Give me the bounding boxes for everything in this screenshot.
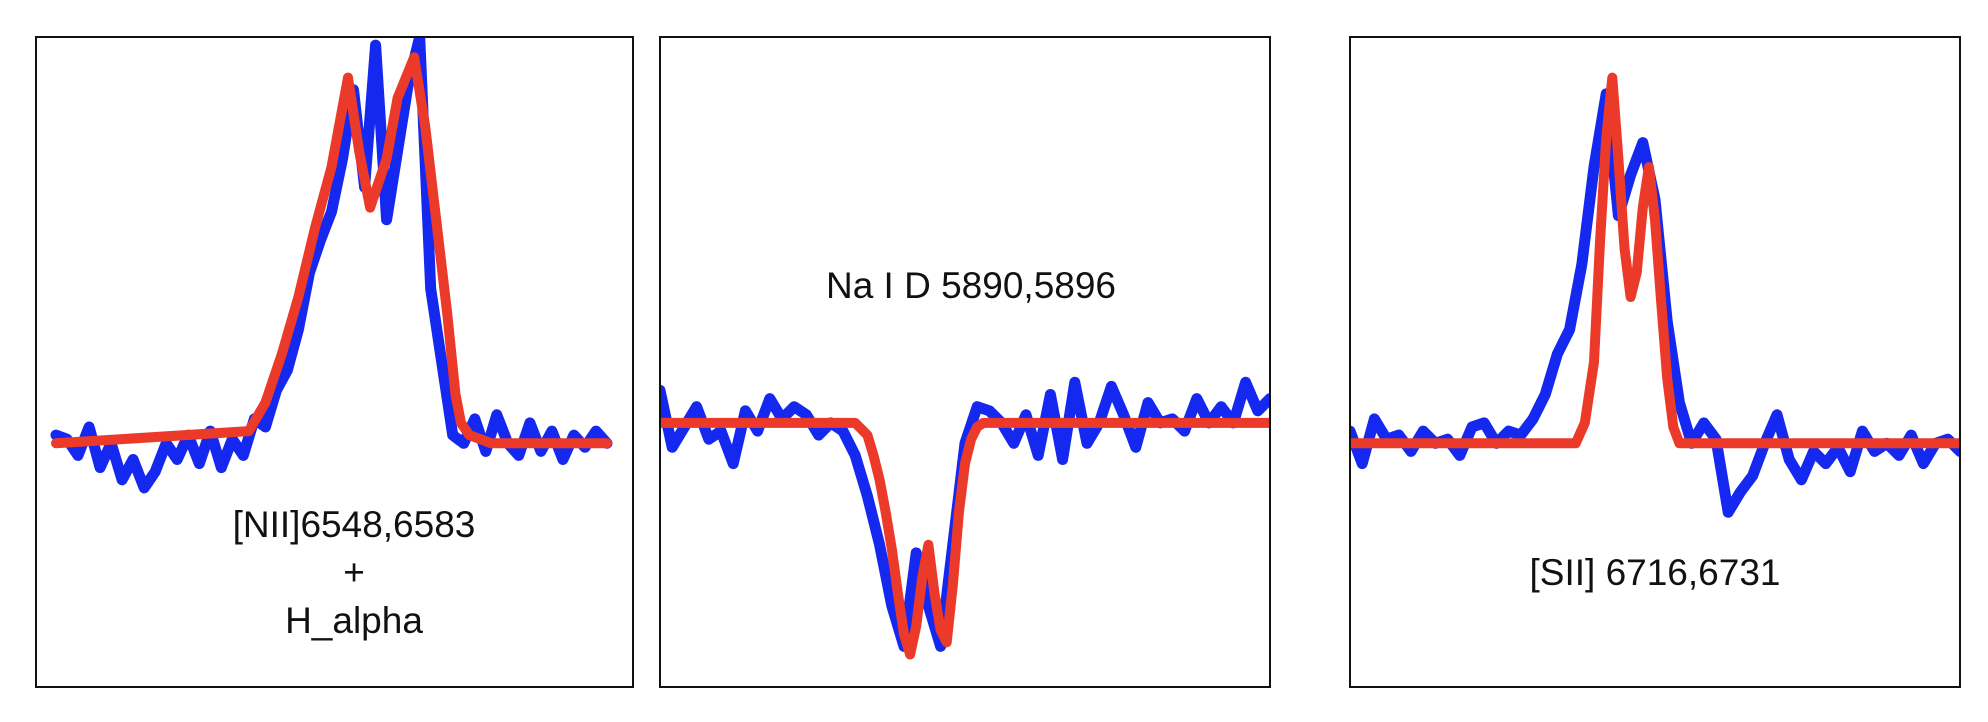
panel-label-1-line-3: H_alpha: [285, 600, 423, 641]
spectrum-panel-1: [NII]6548,6583 + H_alpha: [35, 36, 634, 688]
panel-label-1-line-2: +: [343, 552, 365, 593]
panel-frame-3: [1349, 36, 1961, 688]
spectrum-lines-1: [50, 37, 613, 494]
model-fit-line-2: [660, 417, 1270, 660]
panel-frame-1: [35, 36, 634, 688]
panel-label-2-line-1: Na I D 5890,5896: [826, 265, 1116, 306]
spectrum-lines-2: [660, 376, 1270, 660]
spectrum-panel-3: [SII] 6716,6731: [1349, 36, 1961, 688]
model-fit-line-1: [51, 52, 612, 449]
spectrum-panel-2: Na I D 5890,5896: [659, 36, 1271, 688]
panel-frame-2: [659, 36, 1271, 688]
spectrum-lines-3: [1350, 72, 1960, 518]
model-fit-line-3: [1350, 72, 1960, 449]
panel-label-3-line-1: [SII] 6716,6731: [1530, 552, 1781, 593]
observed-spectrum-line-1: [50, 37, 613, 494]
panel-label-1-line-1: [NII]6548,6583: [233, 504, 476, 545]
panels: [NII]6548,6583 + H_alpha Na I D 5890,5896 [S…: [35, 36, 1961, 688]
